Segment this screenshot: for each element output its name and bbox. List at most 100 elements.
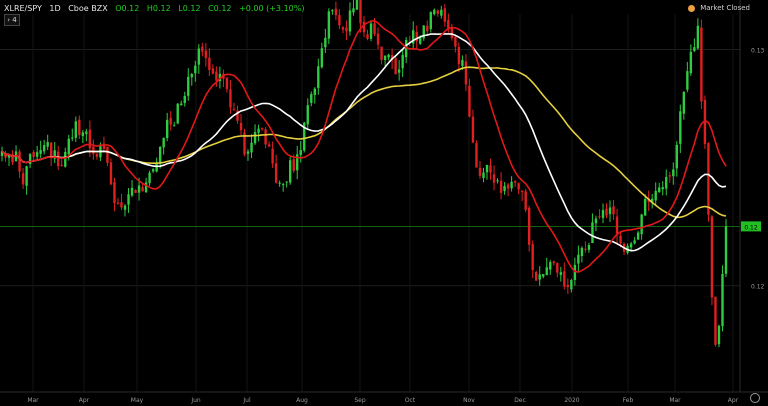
candle-body [306,105,309,125]
x-tick-label: Apr [79,397,90,404]
candle-body [187,76,190,96]
candle-body [11,154,14,163]
candle-body [492,174,496,183]
candle-body [394,58,397,75]
candle-body [478,167,482,176]
candle-body [21,173,25,185]
last-price-label: 0.12 [744,224,758,231]
candle-body [194,65,197,74]
candle-body [95,153,99,157]
candle-body [426,25,429,32]
candle-body [267,144,271,147]
indicator-collapse-button[interactable]: › 4 [4,14,20,26]
candle-body [165,119,169,139]
candle-body [232,109,236,111]
candle-body [352,8,355,13]
candle-body [577,254,580,264]
candle-body [130,187,134,196]
candle-body [573,264,577,280]
candle-body [461,60,464,66]
candle-body [204,50,208,58]
candle-body [158,147,162,165]
candle-body [151,169,155,172]
x-tick-label: Jul [242,397,251,404]
candle-body [721,273,724,327]
candle-body [71,137,74,139]
candle-body [32,151,35,157]
y-tick-label: 0.13 [751,47,765,54]
candle-body [401,54,404,69]
candle-body [471,116,475,143]
candle-body [81,132,85,137]
candle-body [707,143,710,215]
moving-averages [1,19,727,273]
candle-body [134,190,137,193]
candle-body [464,61,468,85]
candle-body [482,172,485,179]
candle-body [18,151,21,172]
candle-body [334,8,338,16]
x-tick-label: Oct [405,397,416,404]
candle-body [640,214,643,235]
candle-body [4,153,7,158]
ohlc-close: C0.12 [208,4,232,13]
candle-body [137,185,141,193]
candle-body [475,143,478,168]
candle-body [331,10,334,12]
candle-body [92,146,95,154]
x-tick-label: Mar [669,397,681,404]
candle-body [362,21,366,33]
candle-body [419,37,422,44]
candle-body [633,240,636,244]
candle-body [383,55,387,61]
candle-body [120,202,123,208]
candle-body [197,48,201,65]
candle-body [0,151,4,156]
candle-body [454,36,457,47]
exchange-label: Cboe BZX [68,4,108,13]
candle-body [615,216,619,234]
candle-body [679,111,682,144]
candle-body [714,296,717,345]
candle-body [668,175,671,177]
candle-body [443,8,447,22]
candle-body [510,181,513,189]
candle-body [327,11,331,39]
candle-body [594,218,598,224]
interval-label[interactable]: 1D [49,4,61,13]
candle-body [373,23,376,35]
candle-body [717,325,721,345]
candle-body [535,272,538,281]
candle-body [643,198,647,216]
candle-body [274,163,278,183]
x-tick-label: Apr [728,397,739,404]
candle-body [429,12,432,30]
candle-body [496,180,499,182]
candle-body [253,132,257,144]
ohlc-high: H0.12 [146,4,171,13]
candle-body [563,271,566,287]
settings-gear-icon[interactable] [750,393,760,403]
symbol-name[interactable]: XLRE/SPY [4,4,42,13]
candle-body [211,68,215,74]
candle-body [257,128,260,133]
candle-body [527,207,531,245]
candle-body [619,235,622,244]
candle-body [584,248,587,250]
candle-body [559,272,563,275]
candle-body [109,162,113,185]
candle-body [271,148,274,164]
candle-body [236,110,239,121]
x-tick-label: May [131,397,144,404]
candle-body [552,261,555,264]
ohlc-low: L0.12 [178,4,201,13]
candle-body [169,117,172,125]
candle-body [173,125,176,127]
candle-body [303,122,306,151]
candle-body [348,10,352,32]
candle-body [415,31,418,42]
candle-body [440,9,443,16]
candle-body [320,48,324,68]
candle-body [28,154,32,164]
